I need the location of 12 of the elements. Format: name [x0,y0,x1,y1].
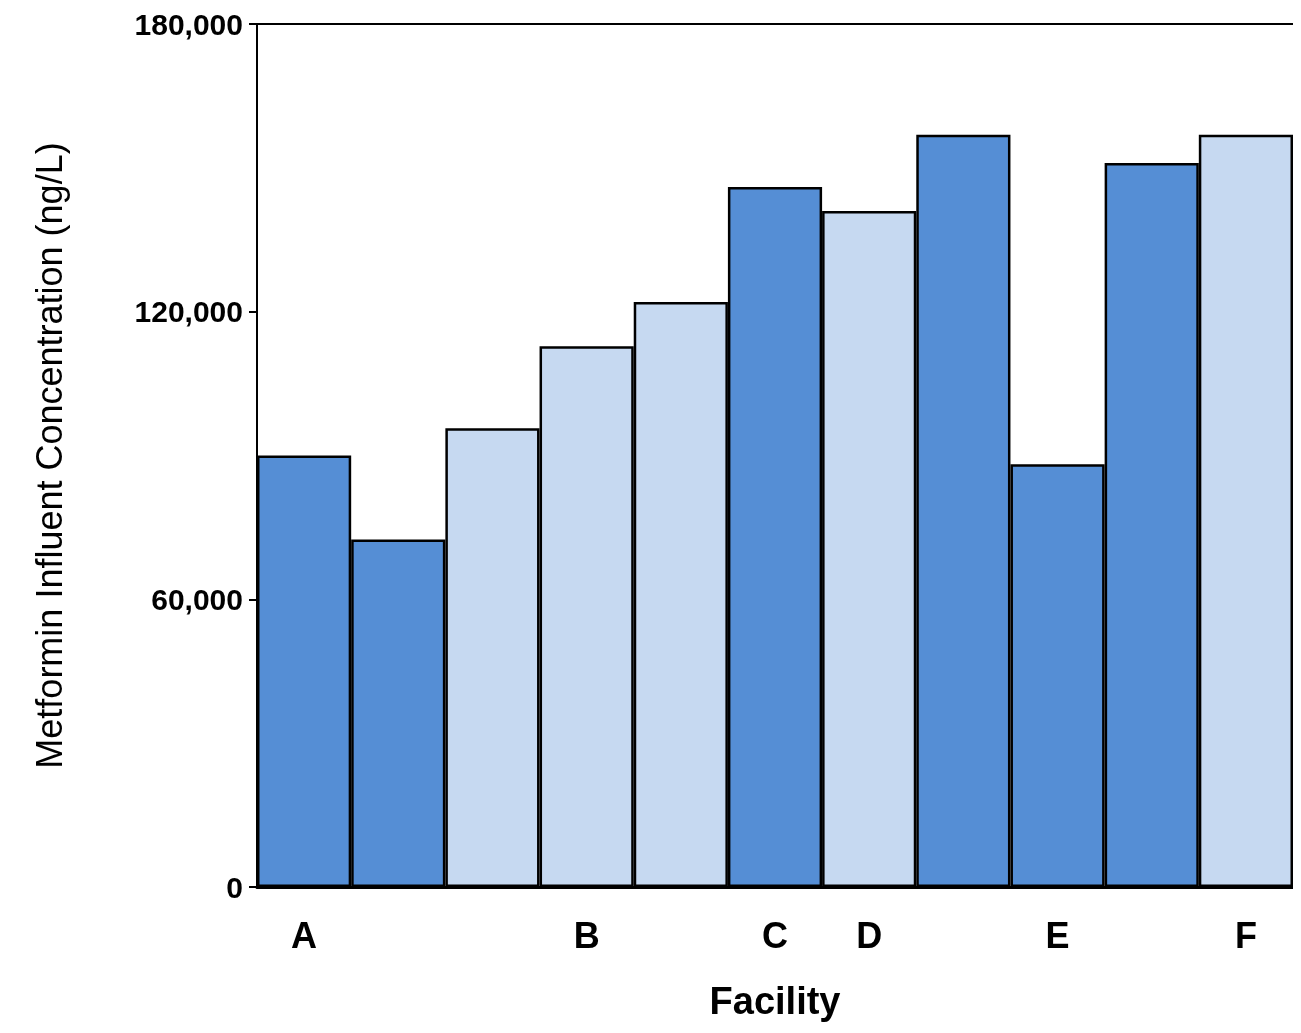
x-tick-label: D [856,914,883,956]
x-tick-label: C [762,914,788,956]
y-tick-label: 180,000 [134,7,243,41]
y-axis-title: Metformin Influent Concentration (ng/L) [28,142,70,769]
x-tick-label: B [573,914,600,956]
x-tick-label: F [1234,914,1257,956]
x-tick-label: E [1045,914,1070,956]
y-tick-label: 0 [226,870,243,904]
y-tick-label: 60,000 [151,582,243,616]
x-tick-label: A [291,914,318,956]
y-tick-label: 120,000 [134,295,243,329]
x-axis-title: Facility [709,980,841,1022]
